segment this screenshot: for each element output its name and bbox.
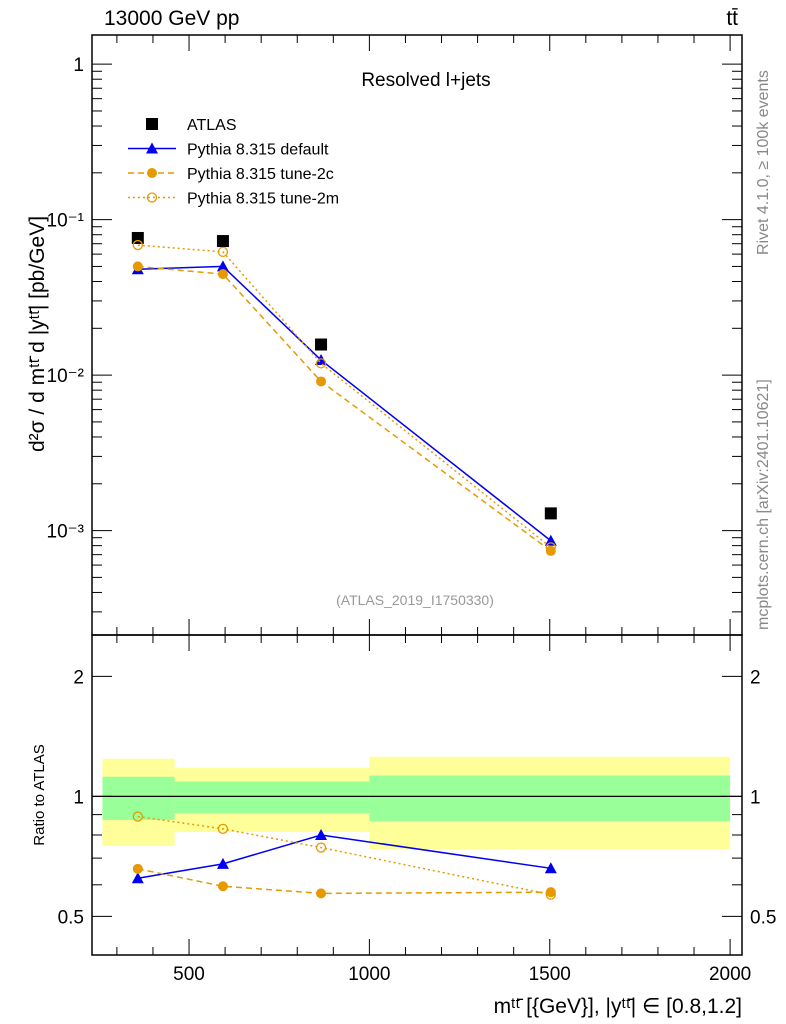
y-tick-label: 10⁻¹ [47, 211, 85, 232]
data-point-atlas [315, 338, 328, 351]
ratio-line-pythia-8-315-tune-2m [137, 815, 551, 896]
data-point-pythia-8-315-tune-2m [545, 542, 556, 553]
ratio-point-pythia-8-315-default [216, 857, 229, 869]
ratio-tick-label: 1 [73, 787, 84, 808]
ratio-y-axis-label: Ratio to ATLAS [31, 744, 48, 845]
data-point-pythia-8-315-default [216, 260, 229, 272]
x-tick-label: 1500 [529, 964, 571, 985]
x-tick-label: 2000 [709, 964, 751, 985]
series-line-pythia-8-315-tune-2c [137, 265, 552, 552]
main-panel: 1 10⁻¹ 10⁻² 10⁻³ [47, 34, 743, 955]
ratio-point-pythia-8-315-tune-2c [316, 888, 327, 899]
band-1sigma [369, 775, 731, 822]
series-line-pythia-8-315-tune-2m [137, 244, 552, 548]
data-point-pythia-8-315-tune-2m [315, 358, 327, 369]
ratio-point-pythia-8-315-tune-2c [545, 887, 556, 898]
header-right: tt̄ [726, 7, 738, 30]
ratio-point-pythia-8-315-tune-2m [217, 823, 229, 834]
legend-label-atlas: ATLAS [187, 117, 237, 134]
legend-label-pythia-8-315-tune-2m: Pythia 8.315 tune-2m [187, 191, 339, 208]
band-1sigma [174, 781, 272, 814]
analysis-id: (ATLAS_2019_I1750330) [336, 592, 494, 608]
legend-marker-pythia-8-315-default [146, 142, 158, 154]
y-tick-label: 10⁻² [47, 366, 85, 387]
x-axis-label: mᵗᵗ̄ [{GeV}], |yᵗᵗ̄| ∈ [0.8,1.2] [494, 995, 742, 1018]
x-tick-label: 500 [173, 964, 205, 985]
data-point-pythia-8-315-tune-2c [132, 261, 143, 272]
legend-label-pythia-8-315-default: Pythia 8.315 default [187, 142, 329, 159]
legend-marker-pythia-8-315-tune-2c [147, 168, 157, 178]
data-point-pythia-8-315-tune-2c [217, 269, 228, 280]
ratio-point-pythia-8-315-default [544, 862, 557, 874]
ratio-tick-label-right: 0.5 [750, 907, 776, 928]
legend-marker-pythia-8-315-tune-2m [146, 192, 158, 203]
header-left: 13000 GeV pp [104, 7, 239, 30]
legend: ATLAS Pythia 8.315 default Pythia 8.315 tu… [128, 117, 339, 208]
y-axis-label: d²σ / d mᵗᵗ̄ d |yᵗᵗ̄| [pb/GeV] [26, 216, 49, 452]
ratio-line-pythia-8-315-tune-2c [137, 868, 551, 895]
ratio-tick-label-right: 1 [750, 787, 761, 808]
data-point-atlas [544, 507, 557, 520]
side-text-top: Rivet 4.1.0, ≥ 100k events [755, 70, 772, 255]
ratio-point-pythia-8-315-default [131, 872, 144, 884]
legend-marker-atlas [146, 118, 158, 130]
band-1sigma [271, 781, 370, 814]
ratio-tick-label: 0.5 [58, 907, 84, 928]
data-point-pythia-8-315-tune-2c [545, 545, 556, 556]
data-point-pythia-8-315-tune-2m [217, 246, 229, 258]
legend-label-pythia-8-315-tune-2c: Pythia 8.315 tune-2c [187, 166, 334, 183]
ratio-tick-label-right: 2 [750, 667, 761, 688]
x-tick-label: 1000 [348, 964, 390, 985]
series-line-pythia-8-315-default [137, 265, 552, 542]
band-1sigma [102, 776, 175, 820]
ratio-line-pythia-8-315-default [137, 834, 551, 880]
ratio-tick-label: 2 [73, 667, 84, 688]
data-point-atlas [216, 235, 229, 248]
ratio-point-pythia-8-315-tune-2m [315, 842, 327, 853]
side-text-bottom: mcplots.cern.ch [arXiv:2401.10621] [755, 379, 772, 630]
ratio-point-pythia-8-315-default [315, 829, 328, 841]
y-tick-label: 10⁻³ [47, 522, 85, 543]
data-point-pythia-8-315-default [315, 354, 328, 366]
y-tick-label: 1 [73, 55, 84, 76]
ratio-point-pythia-8-315-tune-2c [132, 863, 143, 874]
ratio-panel: 500 1000 1500 2000 2 2 1 1 0.5 0.5 [58, 634, 776, 985]
ratio-frame [91, 634, 743, 956]
data-point-pythia-8-315-tune-2m [132, 239, 143, 251]
data-point-pythia-8-315-default [544, 534, 557, 546]
ratio-point-pythia-8-315-tune-2m [132, 811, 143, 822]
data-point-pythia-8-315-tune-2c [316, 376, 327, 387]
ratio-point-pythia-8-315-tune-2m [545, 889, 556, 900]
plot-title: Resolved l+jets [361, 70, 490, 91]
ratio-point-pythia-8-315-tune-2c [217, 881, 228, 892]
